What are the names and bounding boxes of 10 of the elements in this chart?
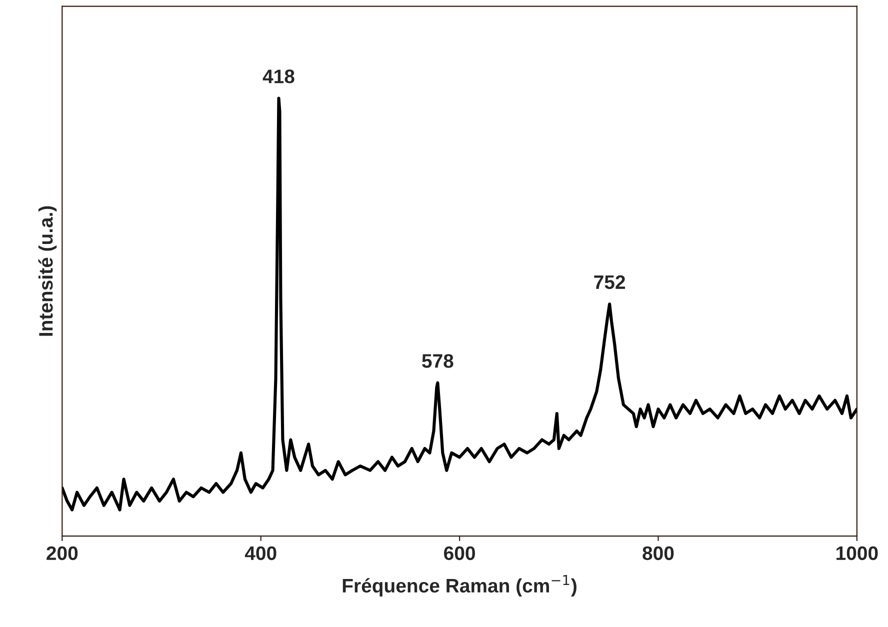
- y-axis-title: Intensité (u.a.): [38, 206, 57, 336]
- x-tick-label: 1000: [836, 546, 878, 560]
- annotation: 752: [594, 275, 625, 290]
- x-tick-label: 200: [46, 546, 78, 560]
- x-tick-label: 600: [444, 546, 475, 560]
- annotation: 418: [262, 70, 294, 84]
- annotation: 578: [422, 354, 454, 368]
- x-tick-label: 800: [642, 546, 674, 560]
- x-axis-title: Fréquence Raman (cm$^{−1}$): [342, 575, 576, 596]
- x-tick-label: 400: [244, 546, 276, 560]
